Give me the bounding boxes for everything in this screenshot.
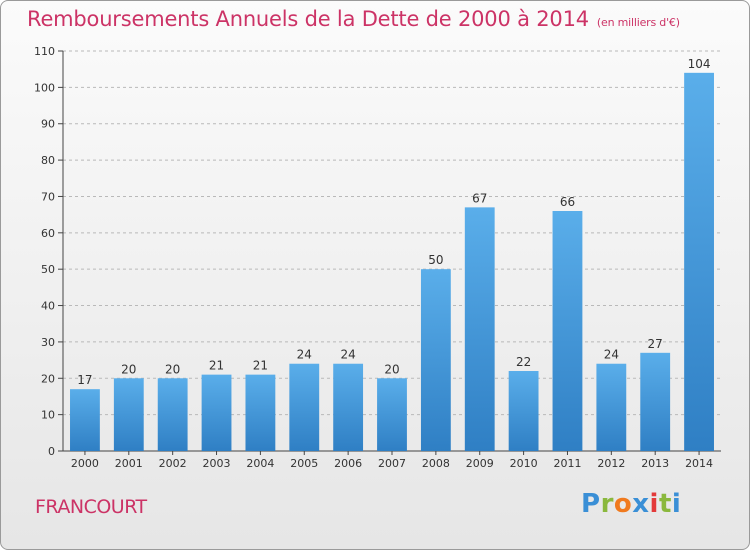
y-tick-label: 100 [34, 81, 55, 94]
bar-2009 [464, 207, 495, 451]
axes: 0 10 20 30 40 50 60 70 80 90 100 110 2000 2001 2002 200… [34, 45, 721, 470]
bar-2010 [508, 371, 539, 451]
data-label-2005: 24 [297, 348, 312, 362]
data-label-2011: 66 [560, 195, 575, 209]
data-label-2010: 22 [516, 355, 531, 369]
x-tick-label-2003: 2003 [203, 457, 231, 470]
x-tick-label-2001: 2001 [115, 457, 143, 470]
y-tick-label: 10 [41, 409, 55, 422]
bar-2014 [684, 72, 714, 452]
bar-2005 [289, 363, 320, 451]
x-tick-label-2004: 2004 [246, 457, 274, 470]
bar-2007 [377, 378, 407, 451]
data-label-2001: 20 [121, 362, 136, 376]
data-label-2009: 67 [472, 191, 487, 205]
bar-2004 [245, 374, 276, 451]
data-label-2004: 21 [253, 359, 268, 373]
y-tick-label: 110 [34, 45, 55, 58]
data-label-2012: 24 [604, 348, 619, 362]
y-tick-label: 80 [41, 154, 55, 167]
data-label-2013: 27 [648, 337, 663, 351]
x-tick-label-2000: 2000 [71, 457, 99, 470]
y-tick-label: 70 [41, 190, 55, 203]
chart-title-text: Remboursements Annuels de la Dette de 20… [27, 7, 589, 31]
bar-2013 [640, 352, 671, 451]
y-tick-label: 30 [41, 336, 55, 349]
bar-2006 [333, 363, 364, 451]
bar-2012 [596, 363, 627, 451]
chart-subtitle: (en milliers d'€) [596, 16, 680, 29]
x-tick-label-2002: 2002 [159, 457, 187, 470]
y-tick-label: 40 [41, 300, 55, 313]
bar-2000 [70, 389, 100, 451]
x-tick-label-2005: 2005 [290, 457, 318, 470]
y-tick-label: 90 [41, 118, 55, 131]
logo-letter: t [658, 489, 672, 519]
y-tick-label: 20 [41, 372, 55, 385]
y-tick-label: 60 [41, 227, 55, 240]
logo-letter: x [632, 489, 650, 519]
data-labels: 17 20 20 21 21 24 24 20 50 67 22 66 24 27 104 [77, 57, 710, 387]
data-label-2002: 20 [165, 362, 180, 376]
y-tick-label: 0 [48, 445, 55, 458]
x-tick-label-2014: 2014 [685, 457, 713, 470]
data-label-2014: 104 [688, 57, 711, 71]
logo-letter: i [671, 489, 682, 519]
bars [70, 72, 714, 452]
bar-2002 [157, 378, 188, 451]
logo-letter: o [613, 489, 633, 519]
x-tick-label-2009: 2009 [466, 457, 494, 470]
data-label-2000: 17 [77, 373, 92, 387]
bar-2008 [420, 269, 451, 451]
chart-title: Remboursements Annuels de la Dette de 20… [27, 7, 680, 31]
bar-2011 [552, 211, 583, 451]
commune-name: FRANCOURT [35, 496, 147, 518]
x-tick-label-2011: 2011 [553, 457, 581, 470]
logo-letter: i [649, 489, 659, 519]
x-tick-label-2006: 2006 [334, 457, 362, 470]
bar-2003 [201, 374, 232, 451]
gridlines [63, 50, 721, 416]
bar-2001 [113, 378, 144, 451]
data-label-2008: 50 [428, 253, 443, 267]
x-tick-label-2007: 2007 [378, 457, 406, 470]
data-label-2003: 21 [209, 359, 224, 373]
data-label-2007: 20 [384, 362, 399, 376]
y-tick-label: 50 [41, 263, 55, 276]
x-tick-label-2012: 2012 [597, 457, 625, 470]
x-tick-label-2010: 2010 [510, 457, 538, 470]
x-tick-label-2008: 2008 [422, 457, 450, 470]
logo-letter: r [600, 489, 614, 519]
logo-letter: P [581, 489, 601, 519]
proxiti-logo: Proxiti [581, 489, 681, 519]
data-label-2006: 24 [340, 348, 355, 362]
x-tick-label-2013: 2013 [641, 457, 669, 470]
